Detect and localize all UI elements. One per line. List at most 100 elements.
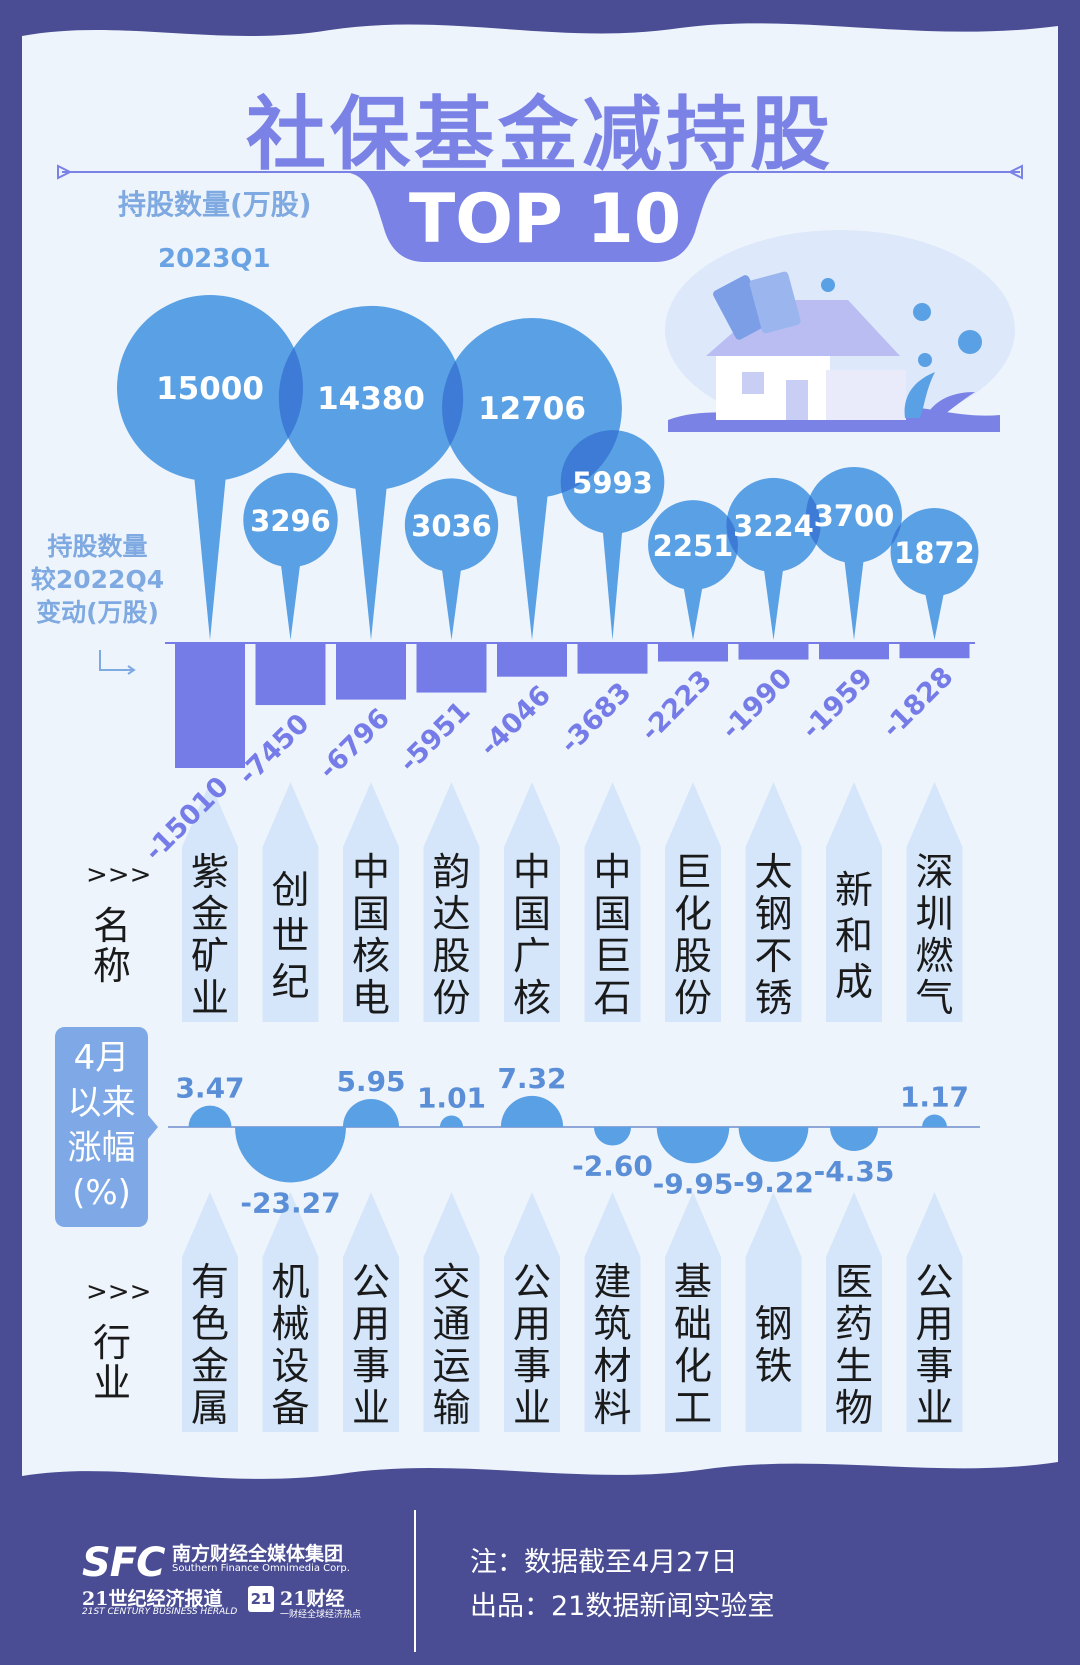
header-rule-left-tip — [57, 164, 73, 180]
change-bar — [738, 643, 809, 660]
company-name-char: 中 — [352, 850, 390, 894]
industry-card — [665, 1192, 721, 1432]
bubble-stem — [194, 475, 226, 640]
company-name-char: 成 — [835, 960, 873, 1004]
company-name-char: 石 — [593, 976, 631, 1020]
company-name-char: 纪 — [271, 960, 309, 1004]
company-name-char: 核 — [513, 976, 551, 1020]
rise-semicircle — [235, 1127, 346, 1183]
rise-semicircle — [738, 1127, 809, 1162]
bubble-stem — [355, 484, 387, 640]
header-rule-right-tip — [1007, 164, 1023, 180]
company-name-char: 中 — [513, 850, 551, 894]
company-name-char: 太 — [754, 850, 792, 894]
holding-value-label: 3700 — [814, 499, 895, 533]
change-label-line: 变动(万股) — [36, 598, 159, 627]
change-label-arrow — [99, 650, 132, 671]
industry-name-char: 料 — [593, 1386, 631, 1430]
name-card — [745, 782, 802, 1022]
change-label-line: 较2022Q4 — [30, 565, 165, 594]
industry-name-char: 交 — [432, 1260, 470, 1304]
rise-semicircle — [656, 1127, 730, 1164]
industry-card — [262, 1192, 319, 1432]
industry-name-char: 基 — [674, 1260, 712, 1304]
change-label-line: 持股数量 — [47, 532, 148, 561]
rise-value-label: -9.95 — [653, 1167, 734, 1200]
bubble-stem — [280, 561, 301, 640]
industry-name-char: 药 — [835, 1302, 873, 1346]
industry-name-char: 业 — [352, 1386, 390, 1430]
rise-semicircle — [593, 1127, 632, 1146]
industry-card — [584, 1192, 641, 1432]
rise-semicircle — [922, 1114, 947, 1127]
company-name-char: 份 — [674, 976, 712, 1020]
top10-badge: TOP 10 — [408, 180, 682, 259]
holding-bubble — [726, 477, 821, 573]
rise-value-label: 7.32 — [497, 1062, 566, 1095]
company-name-char: 金 — [191, 892, 229, 936]
producer-credit: 出品：21数据新闻实验室 — [470, 1591, 775, 1622]
industry-name-char: 设 — [271, 1344, 309, 1388]
company-name-char: 深 — [915, 850, 953, 894]
rise-value-label: -4.35 — [814, 1155, 895, 1188]
holding-bubble — [648, 500, 738, 590]
industry-name-char: 公 — [915, 1260, 953, 1304]
company-name-char: 达 — [432, 892, 470, 936]
bubble-stem — [441, 565, 462, 640]
industry-row-arrows: >>> — [86, 1277, 152, 1307]
company-name-char: 国 — [352, 892, 390, 936]
name-row-label-char: 名 — [92, 904, 131, 948]
rise-value-label: 3.47 — [175, 1072, 244, 1105]
company-name-char: 核 — [352, 934, 390, 978]
company-name-char: 韵 — [432, 850, 470, 894]
change-bar — [658, 643, 728, 662]
rise-semicircle — [500, 1095, 564, 1127]
industry-name-char: 用 — [513, 1302, 551, 1346]
publication-name-en: 21ST CENTURY BUSINESS HERALD — [82, 1607, 238, 1617]
industry-card — [504, 1192, 560, 1432]
bubble-stem — [763, 566, 784, 640]
holding-value-label: 1872 — [894, 536, 975, 570]
name-row-label: 名 称 — [82, 906, 142, 986]
rise-value-label: -9.22 — [733, 1166, 814, 1199]
change-bar — [416, 643, 487, 693]
company-name-char: 国 — [513, 892, 551, 936]
industry-name-char: 铁 — [754, 1344, 792, 1388]
company-name-char: 圳 — [915, 892, 953, 936]
change-bar — [819, 643, 889, 660]
holding-value-label: 2251 — [653, 529, 734, 563]
industry-name-char: 事 — [352, 1344, 390, 1388]
company-name-char: 世 — [271, 914, 309, 958]
industry-name-char: 用 — [915, 1302, 953, 1346]
company-name-char: 不 — [754, 934, 792, 978]
publication-name: 21世纪经济报道 — [82, 1588, 223, 1610]
holding-bubble — [404, 478, 499, 572]
industry-name-char: 械 — [271, 1302, 309, 1346]
industry-card — [745, 1192, 802, 1432]
company-name-char: 紫 — [191, 850, 229, 894]
publication-slogan: 一财经全球经济热点 — [280, 1610, 362, 1620]
industry-name-char: 金 — [191, 1344, 229, 1388]
rise-row-label: 4月 以来 涨幅 (%) — [55, 1036, 148, 1216]
industry-name-char: 钢 — [754, 1302, 792, 1346]
rise-label-shape — [55, 1027, 158, 1227]
industry-row-label-char: 业 — [92, 1361, 131, 1405]
industry-card — [343, 1192, 399, 1432]
company-name-char: 电 — [352, 976, 390, 1020]
industry-name-char: 有 — [191, 1260, 229, 1304]
company-name-char: 创 — [271, 868, 309, 912]
change-bar — [899, 643, 970, 659]
data-note: 注：数据截至4月27日 — [470, 1547, 738, 1578]
industry-name-char: 建 — [593, 1260, 631, 1304]
industry-name-char: 公 — [352, 1260, 390, 1304]
bubble-stem — [844, 557, 864, 640]
company-name-char: 气 — [915, 976, 953, 1020]
company-name-char: 巨 — [674, 850, 712, 894]
rise-value-label: 5.95 — [336, 1065, 405, 1098]
company-name-char: 新 — [835, 868, 873, 912]
industry-card — [423, 1192, 480, 1432]
industry-name-char: 医 — [835, 1260, 873, 1304]
industry-name-char: 运 — [432, 1344, 470, 1388]
industry-card — [182, 1192, 238, 1432]
